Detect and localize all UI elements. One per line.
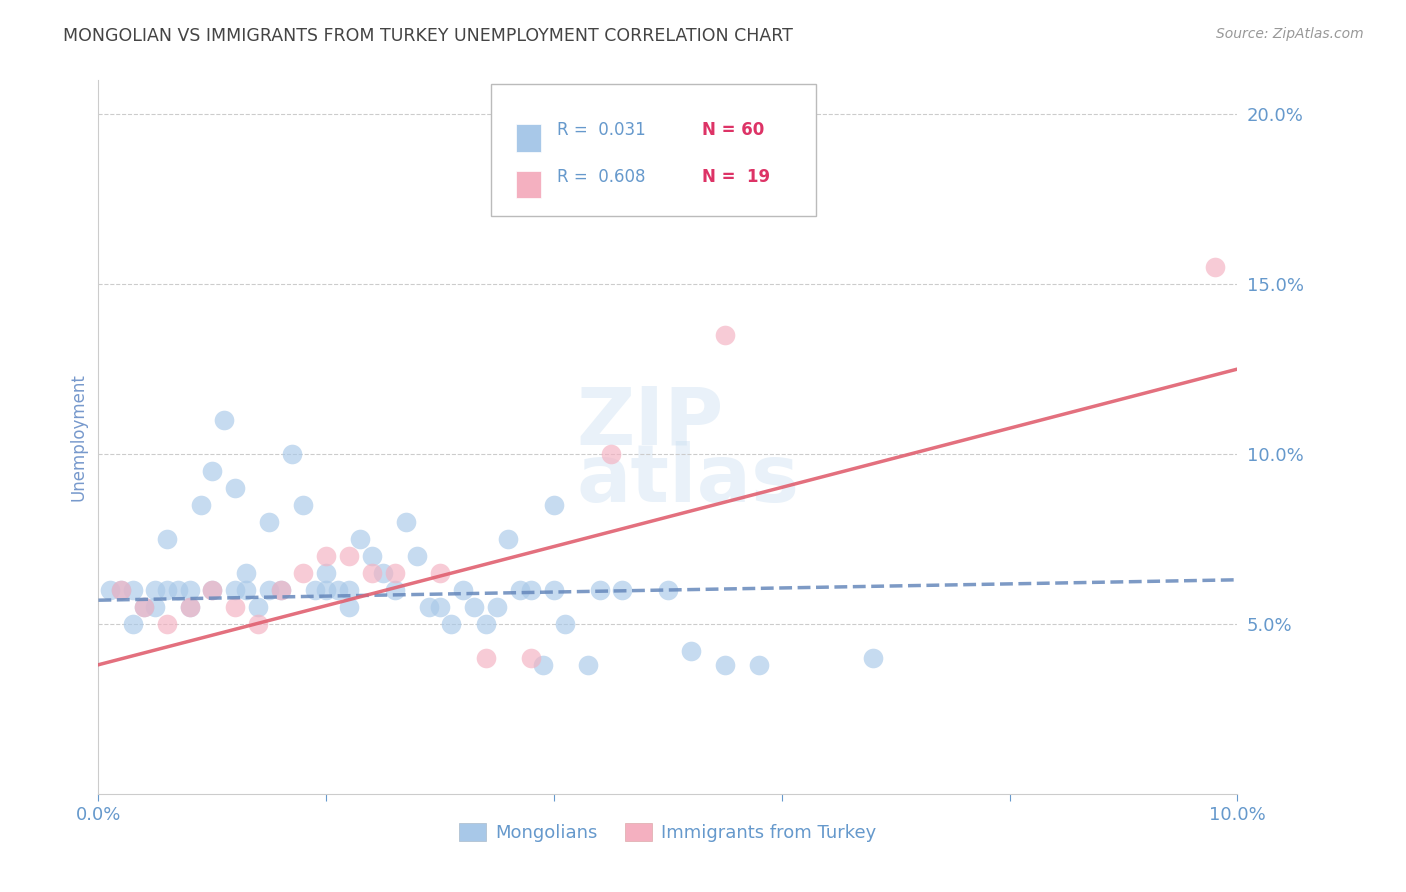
Point — [714, 328, 737, 343]
Point — [167, 582, 190, 597]
Point — [554, 617, 576, 632]
Point — [373, 566, 395, 580]
Point — [281, 447, 304, 461]
Point — [337, 599, 360, 614]
Point — [679, 644, 702, 658]
Point — [463, 599, 485, 614]
Point — [292, 498, 315, 512]
Point — [315, 566, 337, 580]
Point — [121, 617, 143, 632]
Point — [474, 651, 496, 665]
Point — [259, 515, 281, 529]
Point — [98, 582, 121, 597]
Point — [349, 532, 371, 546]
Point — [235, 582, 257, 597]
Text: R =  0.031: R = 0.031 — [557, 121, 647, 139]
Point — [337, 582, 360, 597]
Point — [121, 582, 143, 597]
Point — [588, 582, 610, 597]
Point — [360, 566, 382, 580]
Legend: Mongolians, Immigrants from Turkey: Mongolians, Immigrants from Turkey — [453, 815, 883, 849]
Point — [406, 549, 429, 563]
Point — [315, 549, 337, 563]
Point — [145, 582, 167, 597]
Point — [156, 582, 179, 597]
Text: atlas: atlas — [576, 441, 800, 519]
Point — [520, 582, 543, 597]
Point — [395, 515, 418, 529]
Point — [190, 498, 212, 512]
Text: R =  0.608: R = 0.608 — [557, 168, 645, 186]
Point — [246, 617, 269, 632]
Point — [235, 566, 257, 580]
Point — [132, 599, 155, 614]
Point — [292, 566, 315, 580]
Point — [714, 657, 737, 672]
Point — [600, 447, 623, 461]
Text: ZIP: ZIP — [576, 384, 724, 462]
Text: N = 60: N = 60 — [702, 121, 765, 139]
Text: MONGOLIAN VS IMMIGRANTS FROM TURKEY UNEMPLOYMENT CORRELATION CHART: MONGOLIAN VS IMMIGRANTS FROM TURKEY UNEM… — [63, 27, 793, 45]
Point — [657, 582, 679, 597]
Point — [246, 599, 269, 614]
Point — [498, 532, 520, 546]
Point — [326, 582, 349, 597]
FancyBboxPatch shape — [516, 170, 541, 198]
Point — [509, 582, 531, 597]
Text: N =  19: N = 19 — [702, 168, 770, 186]
Point — [201, 582, 224, 597]
Point — [543, 498, 565, 512]
Point — [337, 549, 360, 563]
Point — [212, 413, 235, 427]
Point — [748, 657, 770, 672]
Point — [429, 599, 451, 614]
Point — [224, 582, 246, 597]
Point — [531, 657, 554, 672]
Y-axis label: Unemployment: Unemployment — [69, 373, 87, 501]
Point — [224, 481, 246, 495]
Point — [429, 566, 451, 580]
Point — [259, 582, 281, 597]
Point — [440, 617, 463, 632]
Point — [145, 599, 167, 614]
Point — [576, 657, 599, 672]
Point — [360, 549, 382, 563]
Text: Source: ZipAtlas.com: Source: ZipAtlas.com — [1216, 27, 1364, 41]
Point — [179, 599, 201, 614]
Point — [201, 582, 224, 597]
Point — [110, 582, 132, 597]
FancyBboxPatch shape — [516, 124, 541, 152]
FancyBboxPatch shape — [491, 84, 815, 216]
Point — [224, 599, 246, 614]
Point — [156, 532, 179, 546]
Point — [520, 651, 543, 665]
Point — [179, 582, 201, 597]
Point — [201, 464, 224, 478]
Point — [486, 599, 509, 614]
Point — [132, 599, 155, 614]
Point — [418, 599, 440, 614]
Point — [384, 566, 406, 580]
Point — [1204, 260, 1226, 275]
Point — [315, 582, 337, 597]
Point — [543, 582, 565, 597]
Point — [156, 617, 179, 632]
Point — [110, 582, 132, 597]
Point — [179, 599, 201, 614]
Point — [384, 582, 406, 597]
Point — [270, 582, 292, 597]
Point — [862, 651, 884, 665]
Point — [474, 617, 496, 632]
Point — [612, 582, 634, 597]
Point — [304, 582, 326, 597]
Point — [270, 582, 292, 597]
Point — [451, 582, 474, 597]
